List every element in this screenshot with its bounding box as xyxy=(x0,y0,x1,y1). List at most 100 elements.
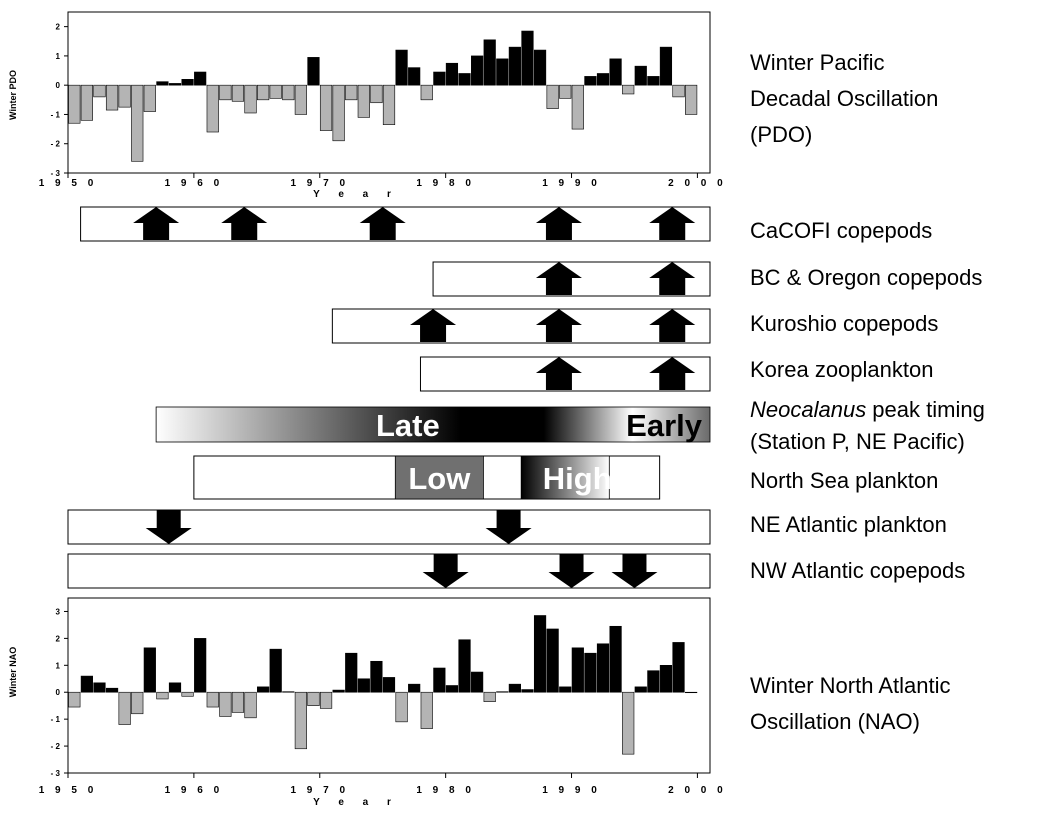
bar-1959 xyxy=(181,79,194,86)
cacofi-label: CaCOFI copepods xyxy=(750,218,932,243)
x-tick-label: 1 9 6 0 xyxy=(165,178,224,189)
y-tick-label: 1 xyxy=(56,52,61,61)
bar-1969 xyxy=(307,691,320,706)
kuroshio-up-arrow-icon xyxy=(649,309,696,342)
bar-1979 xyxy=(433,71,446,86)
bar-1964 xyxy=(244,84,257,114)
x-tick-label: 1 9 8 0 xyxy=(416,785,475,796)
y-tick-label: 1 xyxy=(56,661,61,670)
x-tick-label: 1 9 6 0 xyxy=(165,785,224,796)
bar-1950 xyxy=(68,84,81,124)
bar-1982 xyxy=(471,671,484,693)
bc-oregon-label: BC & Oregon copepods xyxy=(750,265,982,290)
bar-1963 xyxy=(231,84,245,102)
bar-1986 xyxy=(521,30,534,86)
bar-1996 xyxy=(647,670,660,693)
bar-1962 xyxy=(219,691,232,717)
bar-1965 xyxy=(257,686,270,693)
bar-1989 xyxy=(559,686,572,693)
bar-1991 xyxy=(584,652,597,693)
pdo-x-axis-title: Y e a r xyxy=(313,189,399,200)
ne-atlantic-down-arrow-icon xyxy=(485,510,532,544)
ne-atlantic-down-arrow-icon xyxy=(145,510,192,544)
y-tick-label: - 3 xyxy=(51,169,61,178)
station-p-label: (Station P, NE Pacific) xyxy=(750,429,965,454)
bar-1954 xyxy=(118,691,131,725)
bar-1994 xyxy=(622,84,635,95)
bar-1962 xyxy=(219,84,232,101)
bar-1957 xyxy=(156,691,169,700)
bar-1985 xyxy=(508,46,521,86)
bar-1958 xyxy=(168,83,182,86)
bar-1953 xyxy=(105,687,119,693)
bar-1979 xyxy=(433,667,446,693)
bar-1995 xyxy=(634,65,647,86)
bar-1988 xyxy=(546,628,559,693)
bar-1981 xyxy=(458,639,471,693)
kuroshio-up-arrow-icon xyxy=(410,309,457,342)
pdo-chart: 2 1 0 - 1 - 2 - 31 9 5 0 1 9 6 0 1 9 7 0 1 9 8 0… xyxy=(8,11,723,200)
arrows xyxy=(133,207,696,588)
bar-1970 xyxy=(319,84,333,131)
bar-1984 xyxy=(496,691,509,693)
bar-1992 xyxy=(596,73,610,86)
bar-1974 xyxy=(370,660,383,693)
pdo-y-axis-label: Winter PDO xyxy=(8,70,18,120)
bar-1987 xyxy=(533,615,547,693)
bar-1961 xyxy=(206,691,219,708)
bar-1960 xyxy=(194,71,207,86)
north-sea-label: North Sea plankton xyxy=(750,468,938,493)
cacofi-up-arrow-icon xyxy=(221,207,268,240)
bar-1950 xyxy=(68,691,81,708)
bar-1965 xyxy=(257,84,270,101)
y-tick-label: - 1 xyxy=(51,715,61,724)
nao-x-axis-title: Y e a r xyxy=(313,797,399,808)
bar-1952 xyxy=(93,84,106,98)
y-tick-label: 2 xyxy=(56,23,61,32)
bar-1957 xyxy=(156,81,169,86)
bar-1955 xyxy=(131,84,144,162)
bar-1960 xyxy=(194,638,207,693)
nao-label-line2: Oscillation (NAO) xyxy=(750,709,920,734)
korea-up-arrow-icon xyxy=(535,357,582,390)
bar-1981 xyxy=(458,73,471,86)
bar-1989 xyxy=(559,84,572,99)
x-tick-label: 1 9 8 0 xyxy=(416,178,475,189)
bc-oregon-up-arrow-icon xyxy=(649,262,696,295)
bc-oregon-up-arrow-icon xyxy=(535,262,582,295)
bar-1975 xyxy=(382,677,396,693)
bar-1993 xyxy=(609,625,622,693)
kuroshio-label: Kuroshio copepods xyxy=(750,311,938,336)
pdo-axes: 2 1 0 - 1 - 2 - 31 9 5 0 1 9 6 0 1 9 7 0 1 9 8 0… xyxy=(39,23,723,189)
korea-label: Korea zooplankton xyxy=(750,357,933,382)
bar-1980 xyxy=(445,685,459,693)
bar-1959 xyxy=(181,691,194,697)
bar-1955 xyxy=(131,691,144,715)
bar-1966 xyxy=(269,84,282,99)
korea-up-arrow-icon xyxy=(649,357,696,390)
bar-1976 xyxy=(395,49,408,86)
nw-atlantic-down-arrow-icon xyxy=(548,554,595,588)
nao-label-line1: Winter North Atlantic xyxy=(750,673,951,698)
y-tick-label: 2 xyxy=(56,634,61,643)
bar-1972 xyxy=(345,84,358,101)
neocalanus-label: Neocalanus peak timing xyxy=(750,397,985,422)
bar-1995 xyxy=(634,686,647,693)
bar-1999 xyxy=(685,84,698,115)
bar-1963 xyxy=(231,691,245,713)
bar-1998 xyxy=(672,84,685,98)
pdo-label-line1: Winter Pacific xyxy=(750,50,884,75)
bar-1967 xyxy=(282,691,295,693)
timelines: Late Early Low High xyxy=(67,206,711,589)
bar-1969 xyxy=(307,57,320,86)
y-tick-label: - 1 xyxy=(51,110,61,119)
bar-1991 xyxy=(584,76,597,86)
bar-1951 xyxy=(80,675,93,693)
bar-1999 xyxy=(685,691,698,694)
bar-1986 xyxy=(521,689,534,693)
neocalanus-late-text: Late xyxy=(376,408,440,443)
x-tick-label: 1 9 7 0 xyxy=(290,785,349,796)
bar-1973 xyxy=(357,678,370,693)
bar-1964 xyxy=(244,691,257,719)
bar-1958 xyxy=(168,682,182,693)
